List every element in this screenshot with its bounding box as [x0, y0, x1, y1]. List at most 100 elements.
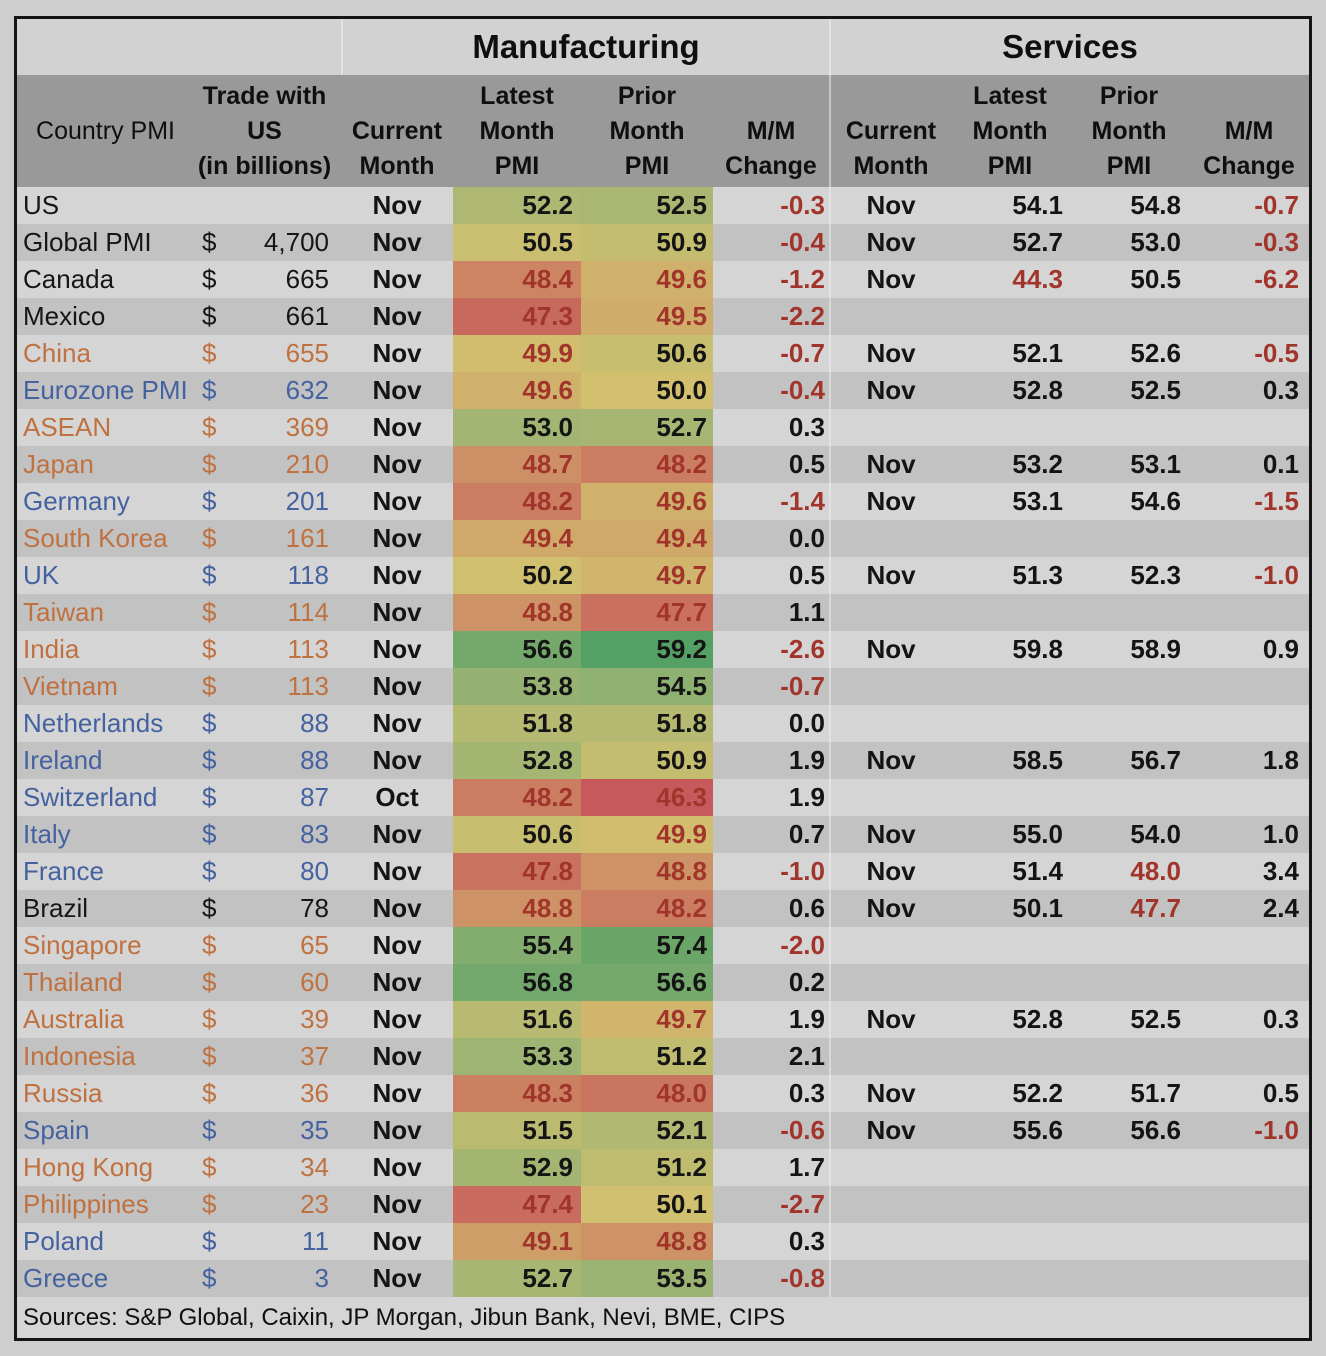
svc-current-month-cell	[829, 964, 951, 1001]
mfg-current-month-cell: Nov	[372, 597, 422, 627]
trade-with-us-cell: $ 65	[188, 927, 341, 964]
trade-amount: 60	[300, 967, 329, 997]
mfg-current-month-cell: Nov	[372, 1226, 422, 1256]
table-row: Greece $ 3 Nov 52.7 53.5 -0.8	[17, 1260, 1309, 1297]
dollar-sign: $	[202, 1041, 217, 1071]
mfg-prior-pmi-cell: 56.6	[581, 964, 713, 1001]
trade-amount: 88	[300, 745, 329, 775]
mfg-mm-change-cell: -2.0	[780, 930, 825, 960]
mfg-mm-change-cell: 0.3	[788, 1226, 825, 1256]
svc-mm-change-cell	[1189, 1038, 1309, 1075]
mfg-latest-pmi-cell: 50.2	[453, 557, 581, 594]
table-row: Canada $ 665 Nov 48.4 49.6 -1.2 Nov 44.3…	[17, 261, 1309, 298]
svc-mm-change-cell	[1189, 594, 1309, 631]
mfg-current-month-cell: Nov	[372, 338, 422, 368]
mfg-current-month-cell: Nov	[372, 375, 422, 405]
mfg-current-month-cell: Nov	[372, 708, 422, 738]
country-name: Australia	[23, 1004, 125, 1034]
svc-current-month-cell: Nov	[829, 816, 951, 853]
dollar-sign: $	[202, 708, 217, 738]
svc-current-month-cell	[829, 594, 951, 631]
svc-prior-pmi-cell: 54.8	[1130, 190, 1181, 220]
svc-current-month-cell: Nov	[829, 557, 951, 594]
mfg-mm-change-cell: -1.4	[780, 486, 825, 516]
mfg-current-month-cell: Nov	[372, 634, 422, 664]
svc-prior-pmi-cell: 54.0	[1130, 819, 1181, 849]
country-name: Philippines	[23, 1189, 149, 1219]
svc-mm-change-cell	[1189, 520, 1309, 557]
mfg-current-month-cell: Oct	[375, 782, 419, 812]
mfg-prior-pmi-cell: 48.8	[581, 1223, 713, 1260]
table-row: Netherlands $ 88 Nov 51.8 51.8 0.0	[17, 705, 1309, 742]
mfg-current-month-cell: Nov	[372, 1115, 422, 1145]
trade-amount: 37	[300, 1041, 329, 1071]
svc-latest-pmi-cell	[951, 927, 1069, 964]
svc-mm-change-cell	[1189, 705, 1309, 742]
svc-current-month-cell	[829, 779, 951, 816]
mfg-latest-pmi-cell: 51.6	[453, 1001, 581, 1038]
trade-with-us-cell: $ 114	[188, 594, 341, 631]
svc-current-month-cell: Nov	[829, 890, 951, 927]
trade-amount: 11	[302, 1226, 329, 1256]
mfg-mm-change-cell: 0.7	[788, 819, 825, 849]
mfg-latest-pmi-cell: 52.2	[453, 187, 581, 224]
mfg-current-month-cell: Nov	[372, 449, 422, 479]
svc-mm-change-cell: -0.5	[1254, 338, 1299, 368]
trade-amount: 78	[300, 893, 329, 923]
mfg-mm-change-cell: -0.8	[780, 1263, 825, 1293]
country-name: Italy	[23, 819, 71, 849]
svc-prior-pmi-cell	[1069, 520, 1189, 557]
mfg-mm-change-cell: 0.2	[788, 967, 825, 997]
country-name: Indonesia	[23, 1041, 136, 1071]
svc-prior-pmi-cell: 52.5	[1130, 375, 1181, 405]
svc-current-month-cell: Nov	[829, 483, 951, 520]
mfg-mm-change-cell: -1.0	[780, 856, 825, 886]
mfg-mm-change-cell: 0.0	[788, 708, 825, 738]
trade-amount: 201	[285, 486, 329, 516]
dollar-sign: $	[202, 1115, 217, 1145]
country-name: Japan	[23, 449, 94, 479]
table-row: Mexico $ 661 Nov 47.3 49.5 -2.2	[17, 298, 1309, 335]
country-name: South Korea	[23, 523, 168, 553]
trade-with-us-cell: $ 113	[188, 668, 341, 705]
mfg-current-month-cell: Nov	[372, 1152, 422, 1182]
table-title-row: Manufacturing Services	[17, 19, 1309, 75]
svc-mm-change-cell	[1189, 1186, 1309, 1223]
header-mfg-mm-change: M/M Change	[725, 117, 817, 180]
mfg-mm-change-cell: -1.2	[780, 264, 825, 294]
trade-with-us-cell: $ 88	[188, 705, 341, 742]
mfg-prior-pmi-cell: 49.6	[581, 261, 713, 298]
svc-latest-pmi-cell: 52.8	[1012, 1004, 1063, 1034]
mfg-prior-pmi-cell: 48.2	[581, 446, 713, 483]
mfg-latest-pmi-cell: 50.6	[453, 816, 581, 853]
svc-current-month-cell: Nov	[829, 1075, 951, 1112]
svc-current-month-cell	[829, 1186, 951, 1223]
svc-prior-pmi-cell	[1069, 964, 1189, 1001]
svc-latest-pmi-cell: 58.5	[1012, 745, 1063, 775]
svc-mm-change-cell: 2.4	[1262, 893, 1299, 923]
mfg-mm-change-cell: 1.9	[788, 782, 825, 812]
dollar-sign: $	[202, 634, 217, 664]
mfg-latest-pmi-cell: 53.0	[453, 409, 581, 446]
table-row: China $ 655 Nov 49.9 50.6 -0.7 Nov 52.1 …	[17, 335, 1309, 372]
svc-prior-pmi-cell: 50.5	[1130, 264, 1181, 294]
trade-with-us-cell: $ 118	[188, 557, 341, 594]
svc-current-month-cell	[829, 1260, 951, 1297]
trade-amount: 114	[287, 597, 329, 627]
svc-mm-change-cell	[1189, 927, 1309, 964]
mfg-current-month-cell: Nov	[372, 819, 422, 849]
country-name: Greece	[23, 1263, 109, 1293]
table-column-headers: Country PMI Trade with US (in billions) …	[17, 75, 1309, 187]
svc-prior-pmi-cell: 58.9	[1130, 634, 1181, 664]
trade-with-us-cell: $ 369	[188, 409, 341, 446]
svc-prior-pmi-cell: 52.5	[1130, 1004, 1181, 1034]
trade-amount: 80	[300, 856, 329, 886]
mfg-current-month-cell: Nov	[372, 1263, 422, 1293]
country-name: India	[23, 634, 80, 664]
svc-mm-change-cell	[1189, 1260, 1309, 1297]
svc-prior-pmi-cell	[1069, 705, 1189, 742]
svc-current-month-cell	[829, 1038, 951, 1075]
country-name: Ireland	[23, 745, 103, 775]
mfg-mm-change-cell: -0.4	[780, 375, 825, 405]
table-row: Eurozone PMI $ 632 Nov 49.6 50.0 -0.4 No…	[17, 372, 1309, 409]
